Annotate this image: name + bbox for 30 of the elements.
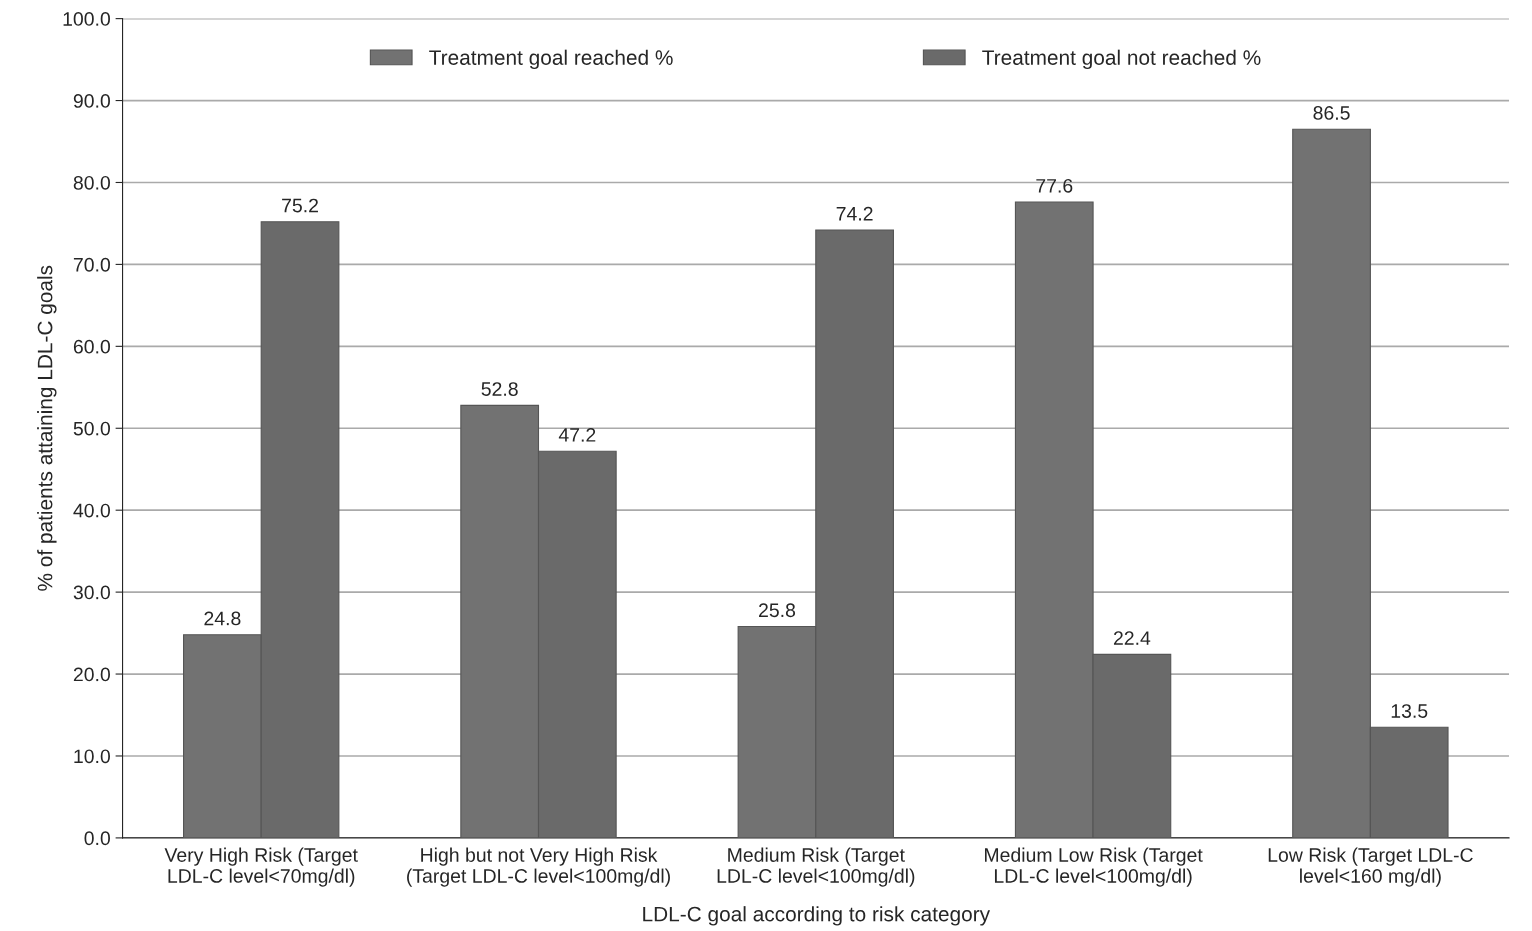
data-label: 86.5 bbox=[1313, 106, 1350, 120]
data-label: 47.2 bbox=[558, 428, 596, 442]
y-tick-label: 0.0 bbox=[84, 831, 110, 846]
data-label: 52.8 bbox=[481, 382, 518, 396]
data-label: 22.4 bbox=[1113, 631, 1151, 645]
x-tick-label: High but not Very High Risk (Target LDL-C level<100mg/dl) bbox=[407, 847, 670, 887]
y-tick-label: 10.0 bbox=[74, 749, 110, 764]
data-label: 24.8 bbox=[204, 611, 241, 626]
x-axis-title: LDL-C goal according to risk category bbox=[643, 906, 991, 926]
legend-label: Treatment goal not reached % bbox=[982, 49, 1261, 70]
data-label: 25.8 bbox=[759, 603, 796, 618]
y-tick-label: 60.0 bbox=[73, 339, 110, 354]
data-label: 13.5 bbox=[1391, 704, 1428, 718]
data-label: 74.2 bbox=[836, 206, 873, 221]
legend-label: Treatment goal reached % bbox=[429, 49, 673, 70]
data-label: 75.2 bbox=[282, 198, 318, 213]
x-tick-label: Very High Risk (Target LDL-C level<70mg/dl) bbox=[164, 847, 358, 887]
data-label: 77.6 bbox=[1036, 178, 1073, 193]
y-tick-label: 70.0 bbox=[73, 257, 110, 272]
y-tick-label: 50.0 bbox=[73, 421, 110, 436]
x-tick-label: Medium Risk (Target LDL-C level<100mg/dl) bbox=[717, 847, 915, 887]
y-tick-label: 20.0 bbox=[73, 667, 110, 682]
y-tick-label: 90.0 bbox=[73, 94, 110, 108]
x-tick-label: Low Risk (Target LDL-C level<160 mg/dl) bbox=[1268, 847, 1473, 887]
y-axis-title: % of patients attaining LDL-C goals bbox=[37, 265, 57, 591]
x-tick-label: Medium Low Risk (Target LDL-C level<100mg/dl) bbox=[985, 847, 1203, 887]
y-tick-label: 100.0 bbox=[63, 12, 110, 26]
y-tick-label: 30.0 bbox=[73, 585, 110, 600]
y-tick-label: 40.0 bbox=[73, 503, 110, 518]
y-tick-label: 80.0 bbox=[73, 175, 110, 190]
